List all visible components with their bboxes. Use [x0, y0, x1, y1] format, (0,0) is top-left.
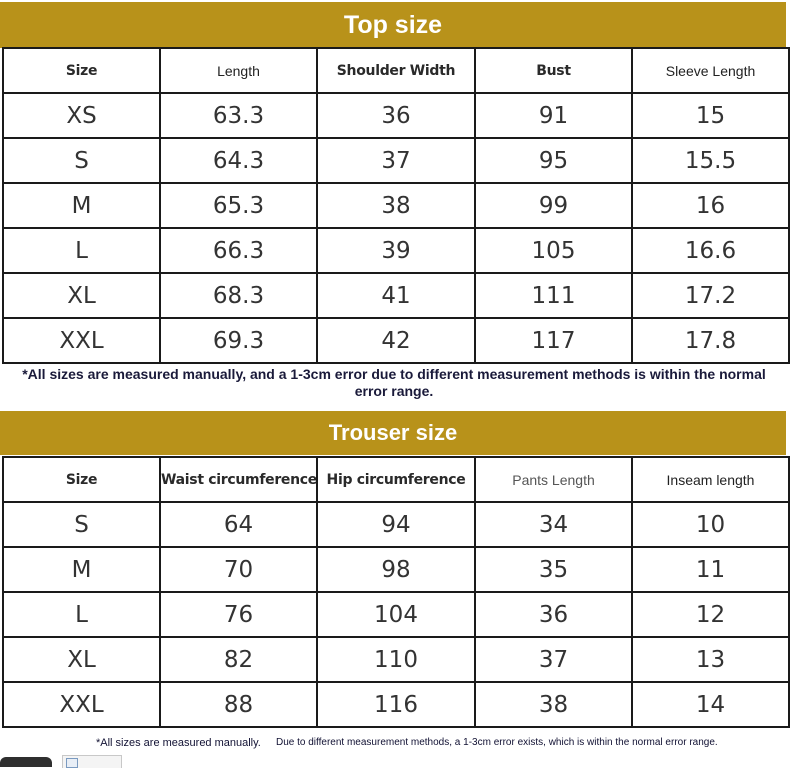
table-row: XS 63.3 36 91 15	[2, 92, 790, 139]
cell-pants-length: 38	[474, 681, 633, 728]
cell-size: L	[2, 591, 161, 638]
header-shoulder-width: Shoulder Width	[316, 47, 476, 94]
cell-size: S	[2, 137, 161, 184]
cell-bust: 95	[474, 137, 633, 184]
table-row: S 64.3 37 95 15.5	[2, 137, 790, 184]
cell-bust: 91	[474, 92, 633, 139]
cell-shoulder-width: 37	[316, 137, 476, 184]
cell-length: 65.3	[159, 182, 318, 229]
cell-size: M	[2, 546, 161, 593]
cell-sleeve-length: 16.6	[631, 227, 790, 274]
cell-size: M	[2, 182, 161, 229]
cell-length: 66.3	[159, 227, 318, 274]
cell-sleeve-length: 15	[631, 92, 790, 139]
cell-inseam-length: 11	[631, 546, 790, 593]
cell-length: 63.3	[159, 92, 318, 139]
trouser-note-part1: *All sizes are measured manually.	[96, 737, 261, 749]
cell-inseam-length: 10	[631, 501, 790, 548]
cell-shoulder-width: 39	[316, 227, 476, 274]
header-size: Size	[2, 47, 161, 94]
trouser-note-part2: Due to different measurement methods, a …	[276, 737, 718, 748]
cell-waist: 76	[159, 591, 318, 638]
cell-pants-length: 34	[474, 501, 633, 548]
cell-waist: 88	[159, 681, 318, 728]
trouser-size-title: Trouser size	[0, 411, 786, 455]
cell-shoulder-width: 36	[316, 92, 476, 139]
cell-shoulder-width: 38	[316, 182, 476, 229]
table-row: XXL 69.3 42 117 17.8	[2, 317, 790, 364]
cell-hip: 94	[316, 501, 476, 548]
cell-pants-length: 35	[474, 546, 633, 593]
top-size-title: Top size	[0, 2, 786, 48]
top-size-table: Size Length Shoulder Width Bust Sleeve L…	[2, 47, 790, 364]
cell-size: XL	[2, 636, 161, 683]
header-hip-circumference: Hip circumference	[316, 456, 476, 503]
cell-pants-length: 37	[474, 636, 633, 683]
cell-shoulder-width: 41	[316, 272, 476, 319]
table-row: XL 82 110 37 13	[2, 636, 790, 683]
cell-length: 64.3	[159, 137, 318, 184]
cell-hip: 116	[316, 681, 476, 728]
table-row: XL 68.3 41 111 17.2	[2, 272, 790, 319]
cell-inseam-length: 12	[631, 591, 790, 638]
trouser-size-header-row: Size Waist circumference Hip circumferen…	[2, 456, 790, 503]
header-bust: Bust	[474, 47, 633, 94]
table-row: S 64 94 34 10	[2, 501, 790, 548]
cell-sleeve-length: 16	[631, 182, 790, 229]
cell-pants-length: 36	[474, 591, 633, 638]
table-row: L 66.3 39 105 16.6	[2, 227, 790, 274]
top-size-note: *All sizes are measured manually, and a …	[22, 366, 766, 399]
cell-length: 68.3	[159, 272, 318, 319]
cell-sleeve-length: 15.5	[631, 137, 790, 184]
header-size: Size	[2, 456, 161, 503]
cell-inseam-length: 13	[631, 636, 790, 683]
header-length: Length	[159, 47, 318, 94]
cell-size: S	[2, 501, 161, 548]
table-row: M 65.3 38 99 16	[2, 182, 790, 229]
cell-hip: 110	[316, 636, 476, 683]
cell-size: L	[2, 227, 161, 274]
table-row: XXL 88 116 38 14	[2, 681, 790, 728]
table-row: M 70 98 35 11	[2, 546, 790, 593]
cell-shoulder-width: 42	[316, 317, 476, 364]
cell-waist: 82	[159, 636, 318, 683]
cell-bust: 117	[474, 317, 633, 364]
cell-hip: 98	[316, 546, 476, 593]
top-size-header-row: Size Length Shoulder Width Bust Sleeve L…	[2, 47, 790, 94]
header-pants-length: Pants Length	[474, 456, 633, 503]
cell-waist: 70	[159, 546, 318, 593]
cell-size: XS	[2, 92, 161, 139]
header-inseam-length: Inseam length	[631, 456, 790, 503]
cell-waist: 64	[159, 501, 318, 548]
cell-size: XL	[2, 272, 161, 319]
broken-image-icon	[62, 755, 122, 768]
cell-bust: 99	[474, 182, 633, 229]
header-waist-circumference: Waist circumference	[159, 456, 318, 503]
corner-tab[interactable]	[0, 757, 52, 767]
cell-hip: 104	[316, 591, 476, 638]
cell-size: XXL	[2, 681, 161, 728]
cell-bust: 105	[474, 227, 633, 274]
cell-sleeve-length: 17.8	[631, 317, 790, 364]
table-row: L 76 104 36 12	[2, 591, 790, 638]
cell-size: XXL	[2, 317, 161, 364]
header-sleeve-length: Sleeve Length	[631, 47, 790, 94]
trouser-size-table: Size Waist circumference Hip circumferen…	[2, 456, 790, 728]
cell-bust: 111	[474, 272, 633, 319]
cell-inseam-length: 14	[631, 681, 790, 728]
cell-length: 69.3	[159, 317, 318, 364]
cell-sleeve-length: 17.2	[631, 272, 790, 319]
